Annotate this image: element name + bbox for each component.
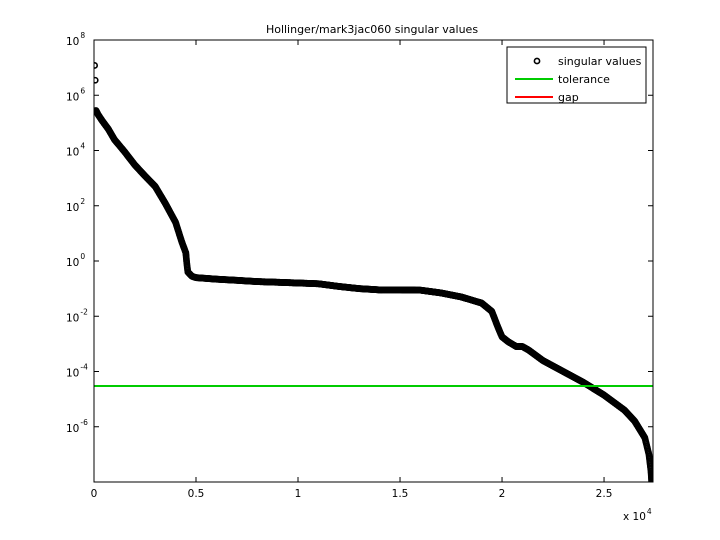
x-tick-label: 2.5 (596, 488, 613, 500)
legend-label: gap (558, 91, 579, 104)
series-layer (94, 62, 653, 482)
x-tick-label: 1 (295, 488, 302, 500)
chart-title: Hollinger/mark3jac060 singular values (266, 23, 478, 36)
y-tick-label: 10-4 (66, 363, 88, 380)
axes-box (93, 39, 654, 483)
y-tick-label: 10-6 (66, 418, 88, 435)
x-tick-label: 1.5 (392, 488, 409, 500)
x-tick-label: 2 (499, 488, 506, 500)
y-tick-label: 108 (66, 31, 85, 48)
y-tick-label: 100 (66, 252, 85, 269)
x-tick-label: 0.5 (188, 488, 205, 500)
y-tick-label: 102 (66, 197, 85, 214)
ticks-layer: 0 0.5 1 1.5 2 2.5 x 104 108 106 104 102 100 10-2 10-4… (66, 31, 653, 523)
x-axis-multiplier: x 104 (623, 507, 652, 523)
singular-value-point (648, 479, 653, 482)
legend-label: tolerance (558, 73, 610, 86)
legend: singular values tolerance gap (506, 46, 647, 104)
x-tick-label: 0 (91, 488, 98, 500)
y-tick-label: 104 (66, 142, 85, 159)
legend-box (506, 46, 647, 104)
singular-value-point (94, 62, 99, 69)
legend-label: singular values (558, 55, 642, 68)
singular-value-point (94, 76, 99, 84)
y-tick-label: 106 (66, 86, 85, 103)
legend-marker-circle (533, 57, 541, 65)
y-tick-label: 10-2 (66, 307, 88, 324)
